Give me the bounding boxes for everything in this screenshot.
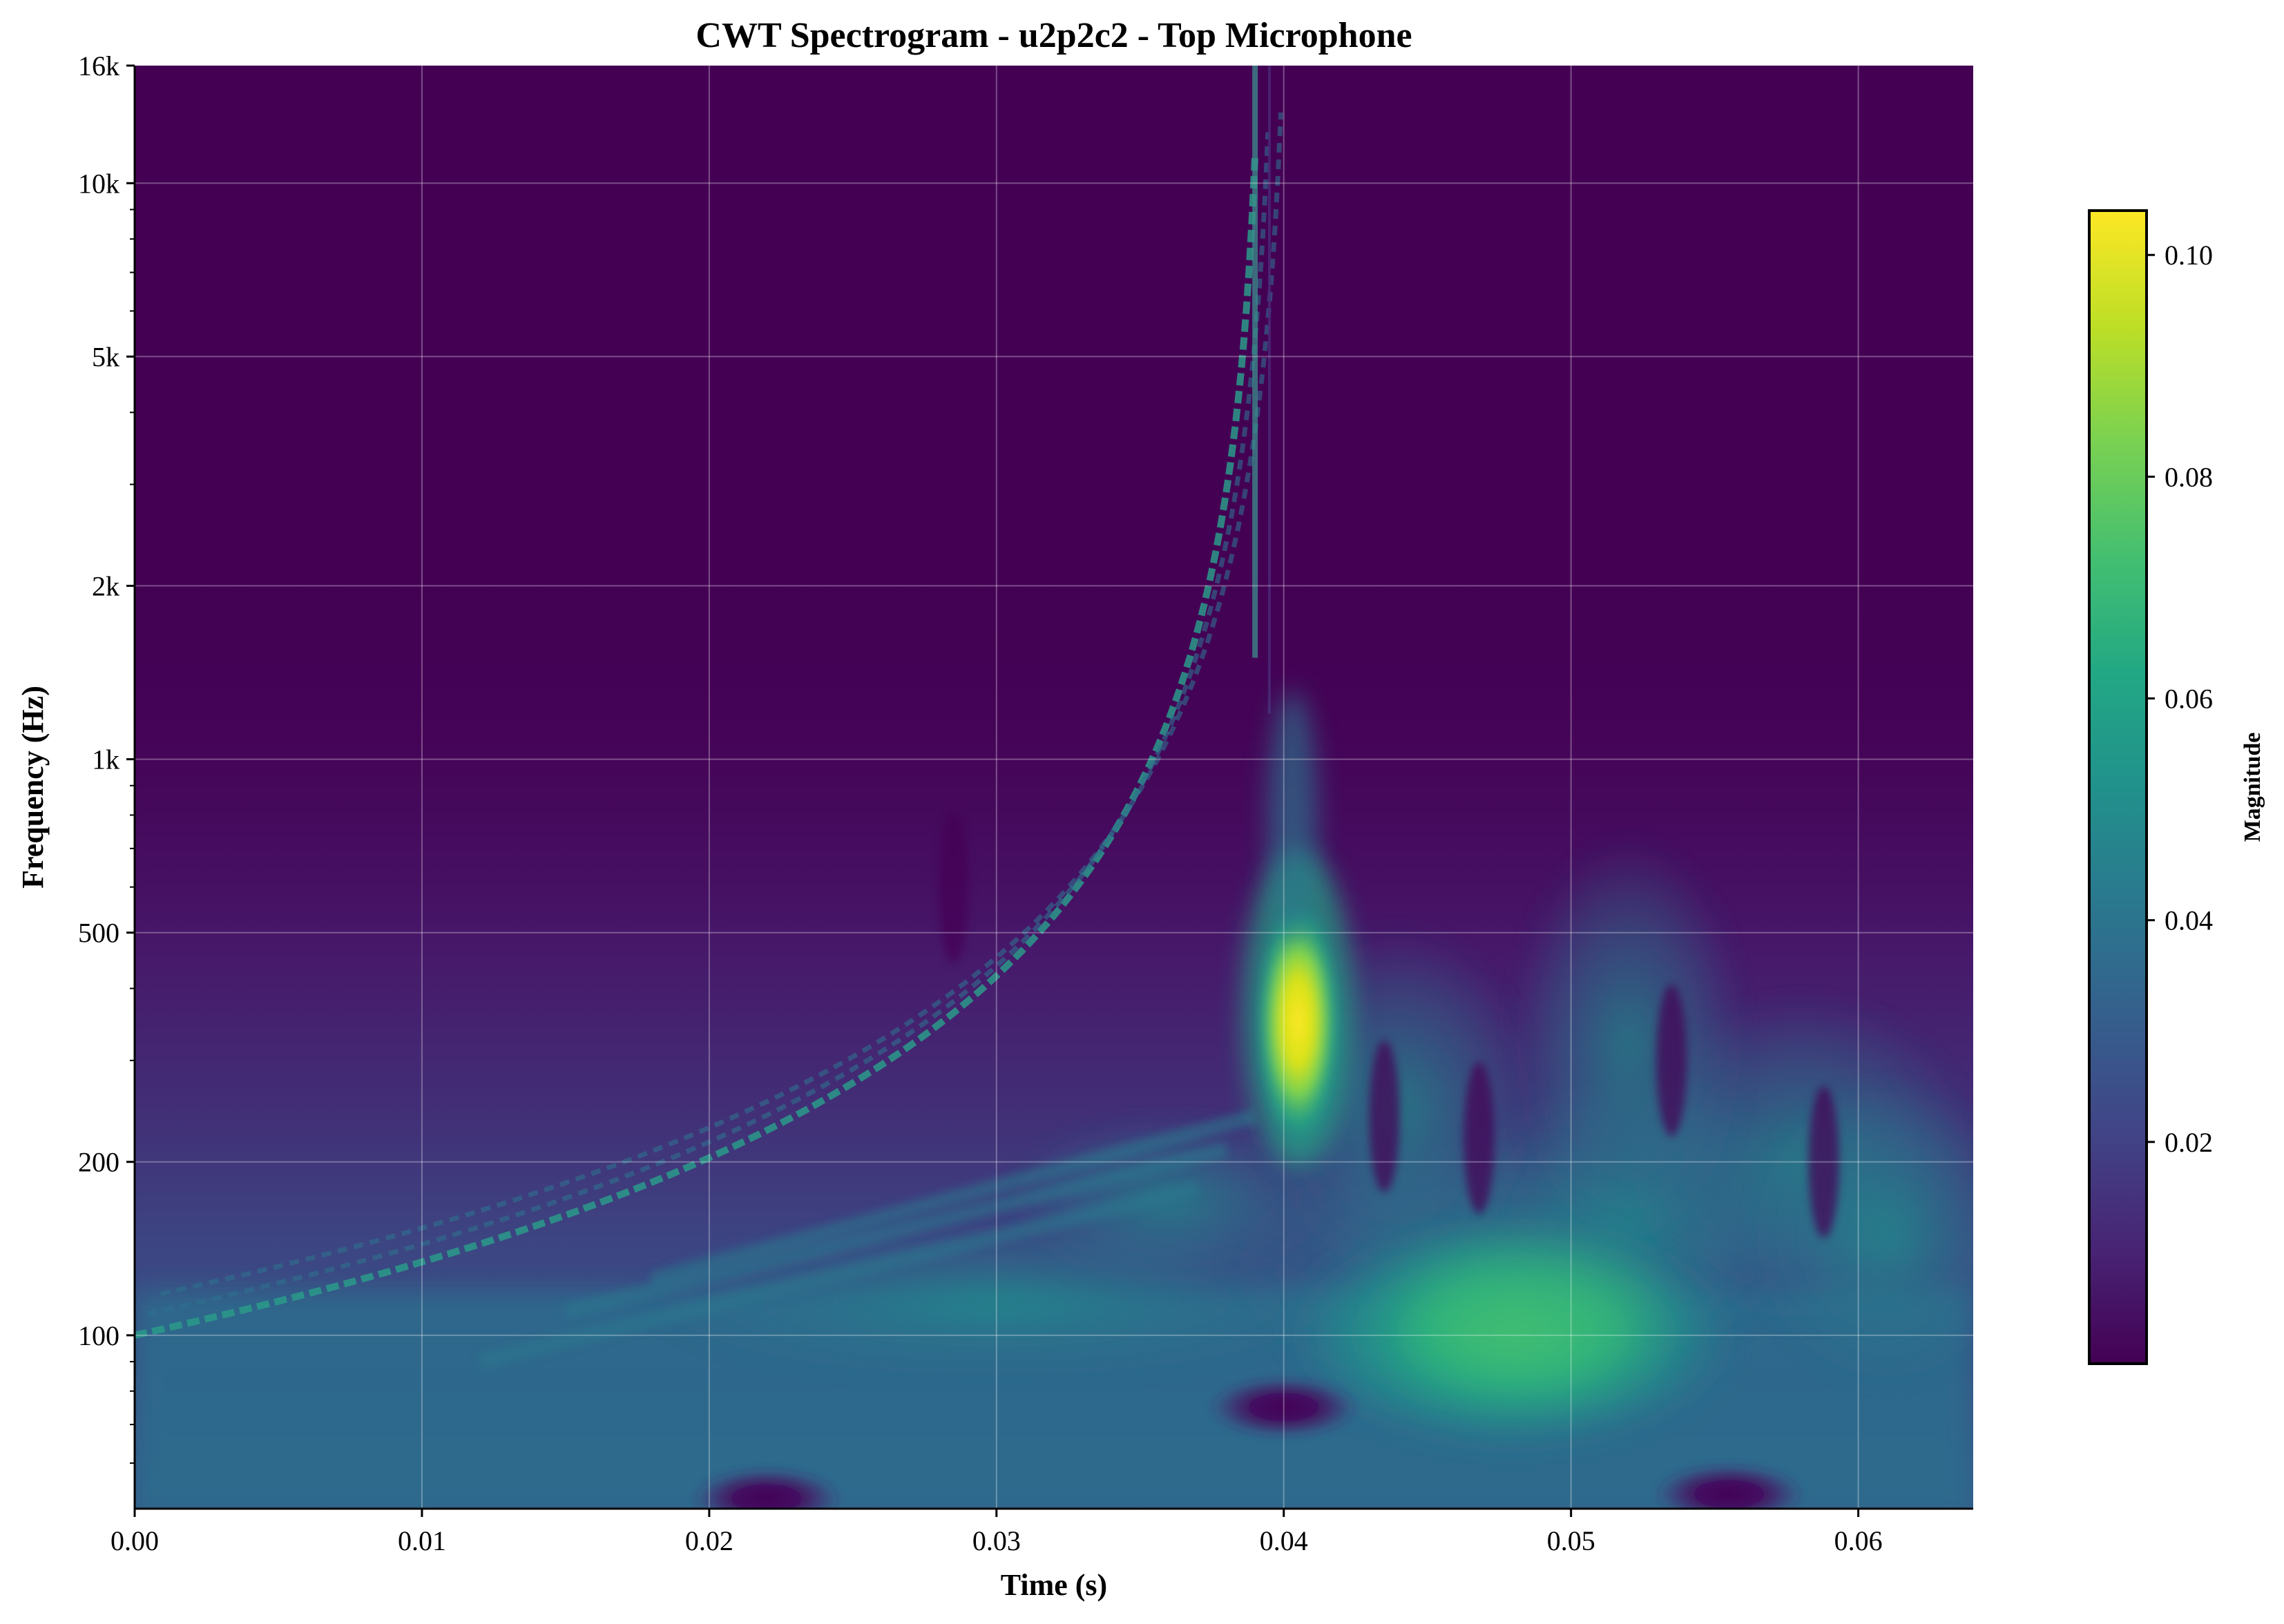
x-tick-label: 0.05 xyxy=(1547,1525,1595,1556)
harmonic-band xyxy=(477,1181,1200,1369)
dark-streak xyxy=(1369,1040,1400,1192)
y-tick-label: 2k xyxy=(92,570,119,601)
y-axis-label: Frequency (Hz) xyxy=(16,686,50,889)
colorbar-ticks: 0.02 0.04 0.06 0.08 0.10 xyxy=(2147,240,2213,1158)
chirp-ridge xyxy=(160,112,1284,1297)
grid-lines xyxy=(135,66,1973,1509)
y-tick-label: 5k xyxy=(92,341,119,372)
y-tick-label: 10k xyxy=(78,168,119,199)
teal-energy-region xyxy=(1510,837,1746,1252)
x-tick-label: 0.02 xyxy=(685,1525,733,1556)
y-tick-label: 16k xyxy=(78,50,119,81)
x-axis-ticks: 0.00 0.01 0.02 0.03 0.04 0.05 0.06 xyxy=(111,1509,1883,1556)
energy-null xyxy=(1207,1376,1360,1439)
y-tick-label: 200 xyxy=(78,1147,119,1178)
dark-streak xyxy=(1656,984,1687,1137)
colorbar-label: Magnitude xyxy=(2240,733,2265,842)
colorbar-tick-label: 0.02 xyxy=(2165,1127,2213,1158)
x-tick-label: 0.04 xyxy=(1260,1525,1308,1556)
peak-energy xyxy=(1255,900,1341,1143)
y-tick-label: 500 xyxy=(78,918,119,949)
colorbar: 0.02 0.04 0.06 0.08 0.10 Magnitude xyxy=(2088,209,2265,1365)
colorbar-tick-label: 0.06 xyxy=(2165,684,2213,715)
dark-streak xyxy=(1464,1062,1495,1215)
energy-null xyxy=(1653,1462,1805,1509)
chirp-ridge xyxy=(135,153,1259,1339)
plot-area xyxy=(135,66,1973,1509)
colorbar-gradient xyxy=(2088,209,2148,1365)
teal-energy-region xyxy=(1749,1082,1973,1386)
colorbar-tick-label: 0.04 xyxy=(2165,905,2213,936)
harmonic-band xyxy=(649,1109,1258,1287)
y-tick-label: 1k xyxy=(92,744,119,775)
dark-streak xyxy=(1808,1085,1839,1238)
x-tick-label: 0.03 xyxy=(972,1525,1021,1556)
chart-title: CWT Spectrogram - u2p2c2 - Top Microphon… xyxy=(695,16,1412,55)
x-tick-label: 0.00 xyxy=(111,1525,159,1556)
harmonic-band xyxy=(564,1142,1229,1320)
peak-tail xyxy=(1267,690,1318,940)
broad-energy-core xyxy=(1410,1255,1645,1387)
x-tick-label: 0.01 xyxy=(398,1525,446,1556)
colorbar-tick-label: 0.10 xyxy=(2165,240,2213,271)
x-tick-label: 0.06 xyxy=(1834,1525,1883,1556)
chirp-ridge xyxy=(146,132,1271,1317)
energy-null xyxy=(691,1467,843,1509)
heatmap-features xyxy=(135,66,1973,1509)
x-axis-label: Time (s) xyxy=(1001,1568,1107,1602)
y-tick-label: 100 xyxy=(78,1320,119,1351)
colorbar-tick-label: 0.08 xyxy=(2165,461,2213,492)
y-axis-ticks: 100 200 500 1k 2k 5k 10k 16k xyxy=(78,50,135,1464)
dark-streak xyxy=(938,811,969,963)
